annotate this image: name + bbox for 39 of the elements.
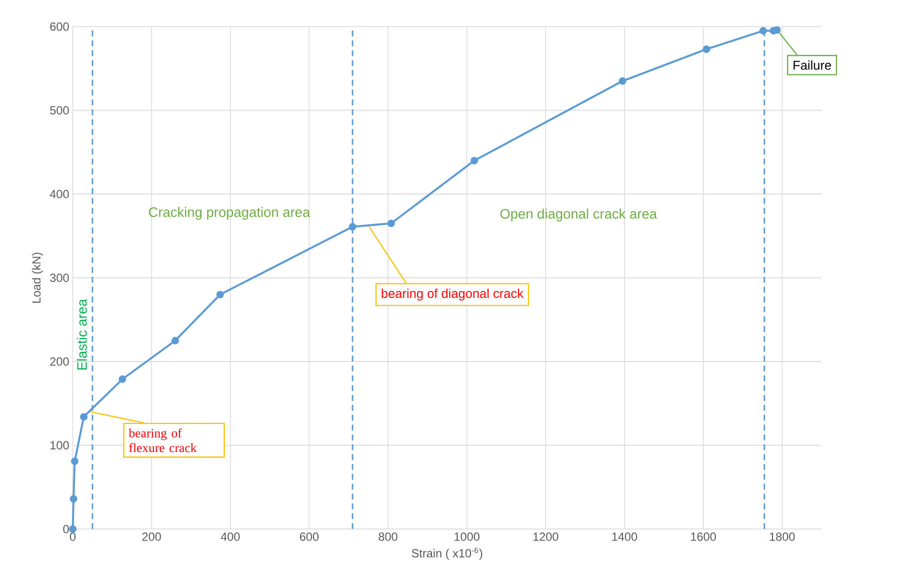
point [773, 26, 781, 34]
x-tick-label: 800 [378, 532, 398, 541]
x-tick-label: 1600 [691, 532, 716, 541]
x-axis-title: Strain ( x10$^{-6}$) [412, 547, 482, 560]
x-tick-label: 600 [300, 532, 319, 541]
x-tick-label: 1200 [533, 532, 558, 541]
annotation: Elastic area [76, 298, 87, 370]
y-tick-label: 600 [50, 22, 69, 31]
x-tick-label: 0 [70, 532, 76, 541]
point [618, 77, 626, 85]
annotation: bearing of diagonal crack [382, 288, 524, 300]
point [171, 336, 179, 344]
y-tick-label: 100 [50, 440, 69, 450]
x-tick-label: 400 [220, 532, 240, 541]
x-tick-label: 1800 [770, 532, 795, 541]
point [348, 222, 356, 230]
x-tick-label: 1000 [454, 532, 480, 541]
x-tick-label: 1400 [612, 532, 638, 541]
point [470, 156, 478, 164]
point [702, 45, 710, 53]
point [387, 219, 395, 227]
annotation: Cracking propagation area [148, 206, 310, 220]
y-tick-label: 400 [50, 190, 69, 198]
annotation: bearing of flexure crack [128, 428, 197, 452]
point [759, 26, 767, 34]
y-tick-label: 300 [50, 274, 69, 282]
y-tick-label: 200 [50, 357, 69, 366]
point [70, 457, 78, 465]
point [216, 290, 224, 298]
point [69, 525, 76, 533]
y-tick-label: 500 [50, 106, 69, 114]
annotation: Open diagonal crack area [500, 208, 658, 222]
x-tick-label: 200 [142, 532, 161, 541]
y-tick-label: 0 [63, 524, 69, 534]
annotation: Failure [794, 60, 831, 70]
y-axis-title: Load (kN) [32, 252, 43, 303]
point [118, 375, 126, 383]
point [80, 412, 88, 420]
point [70, 495, 78, 502]
